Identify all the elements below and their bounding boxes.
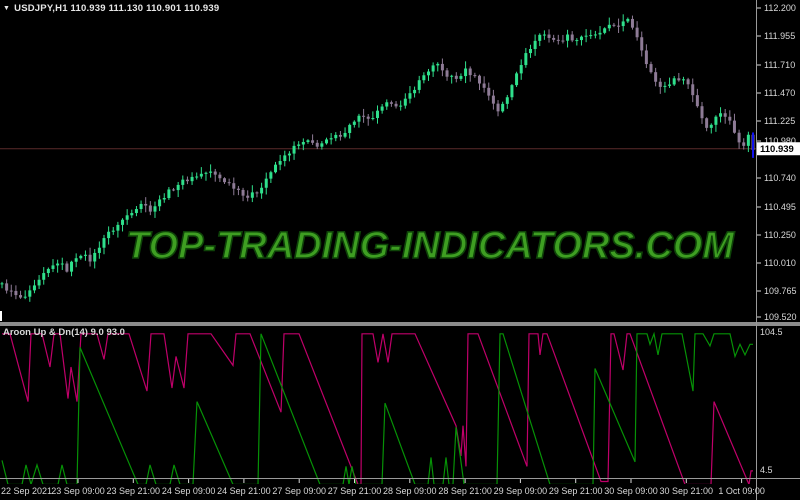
time-tick-label: 23 Sep 09:00 — [51, 486, 105, 496]
price-tick-label: 110.740 — [764, 173, 796, 183]
time-tick-label: 27 Sep 21:00 — [328, 486, 382, 496]
time-tick-label: 23 Sep 21:00 — [107, 486, 161, 496]
price-tick-label: 110.495 — [764, 202, 796, 212]
time-tick-label: 29 Sep 09:00 — [494, 486, 548, 496]
svg-text:110.939: 110.939 — [760, 144, 794, 155]
time-axis[interactable]: 22 Sep 2021 23 Sep 09:00 23 Sep 21:00 24 Se… — [1, 479, 765, 496]
time-tick-label: 24 Sep 21:00 — [217, 486, 271, 496]
aroon-up-line — [2, 333, 753, 484]
indicator-scale-min: 4.5 — [760, 465, 773, 475]
price-tick-label: 109.520 — [764, 312, 797, 322]
candles-layer — [0, 14, 755, 302]
symbol-quote-text: USDJPY,H1 110.939 111.130 110.901 110.93… — [14, 3, 220, 14]
symbol-quote-bar: ▼ USDJPY,H1 110.939 111.130 110.901 110.9… — [3, 3, 219, 14]
time-tick-label: 1 Oct 09:00 — [718, 486, 765, 496]
time-tick-label: 29 Sep 21:00 — [549, 486, 603, 496]
symbol-dropdown-icon[interactable]: ▼ — [3, 5, 11, 12]
aroon-down-line — [1, 331, 753, 484]
price-tick-label: 111.470 — [764, 88, 795, 98]
watermark-text: TOP-TRADING-INDICATORS.COM — [125, 224, 735, 268]
indicator-name-label: Aroon Up & Dn(14) 9.0 93.0 — [3, 327, 125, 338]
price-tick-label: 110.010 — [764, 258, 796, 268]
time-tick-label: 30 Sep 21:00 — [660, 486, 714, 496]
price-box: 110.939 — [757, 142, 800, 156]
left-edge-tick — [0, 311, 2, 321]
time-tick-label: 22 Sep 2021 — [1, 486, 52, 496]
price-tick-label: 111.710 — [764, 60, 795, 70]
indicator-scale-max: 104.5 — [760, 327, 783, 337]
time-tick-label: 28 Sep 21:00 — [438, 486, 492, 496]
price-axis[interactable]: 112.200 111.955 111.710 111.470 111.225 110.9… — [757, 3, 797, 475]
price-tick-label: 109.765 — [764, 286, 797, 296]
window-separator[interactable] — [0, 322, 800, 326]
time-tick-label: 30 Sep 09:00 — [604, 486, 658, 496]
price-tick-label: 111.955 — [764, 31, 795, 41]
time-tick-label: 27 Sep 09:00 — [272, 486, 326, 496]
price-tick-label: 110.250 — [764, 230, 796, 240]
price-tick-label: 111.225 — [764, 116, 795, 126]
time-tick-label: 24 Sep 09:00 — [162, 486, 216, 496]
price-tick-label: 110.980 — [764, 136, 796, 146]
price-tick-label: 112.200 — [764, 3, 796, 13]
time-tick-label: 28 Sep 09:00 — [383, 486, 437, 496]
